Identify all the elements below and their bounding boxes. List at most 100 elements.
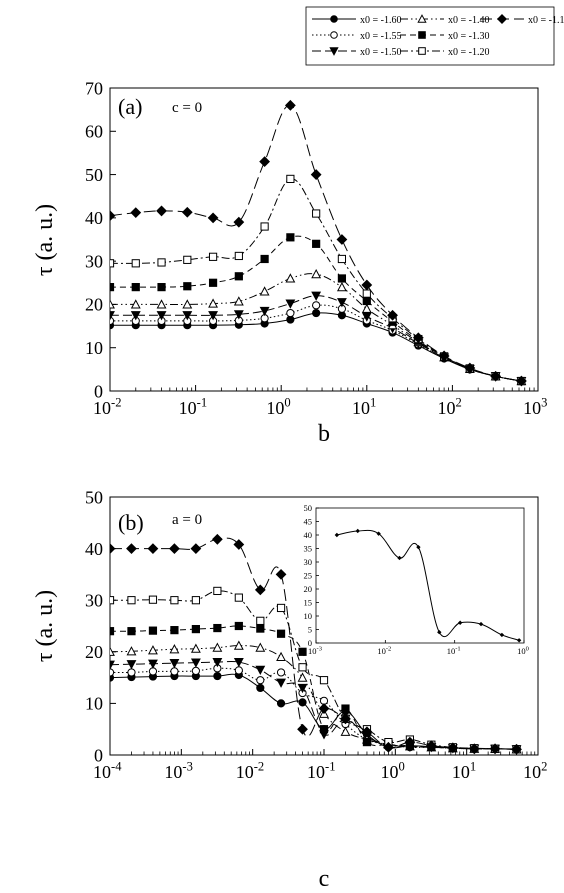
data-point (255, 642, 266, 652)
data-point (259, 286, 270, 296)
legend-label: x0 = -1.10 (528, 15, 564, 26)
data-point (341, 704, 350, 713)
data-point (260, 254, 269, 264)
x-tick-label: 103 (523, 395, 547, 418)
y-tick-label: 20 (85, 295, 103, 315)
panel-a-label: (a) (118, 94, 142, 119)
inset-data-point (437, 630, 442, 635)
panel-b-annotation: a = 0 (172, 512, 202, 528)
data-point (337, 274, 347, 283)
series-line (110, 658, 522, 755)
inset-y-tick-label: 5 (308, 625, 312, 635)
y-tick-label: 60 (85, 122, 103, 142)
data-point (234, 666, 243, 675)
inset-data-point (457, 620, 463, 625)
data-point (170, 667, 179, 676)
data-point (447, 742, 459, 754)
series-curve (110, 304, 522, 382)
legend-label: x0 = -1.60 (360, 15, 401, 26)
x-tick-label: 10-1 (179, 395, 208, 418)
data-point (190, 658, 201, 668)
x-tick-label: 10-4 (93, 759, 122, 782)
data-point (256, 616, 265, 625)
data-point (156, 299, 167, 309)
y-tick-label: 0 (94, 381, 103, 401)
data-point (255, 665, 266, 676)
data-point (126, 660, 137, 670)
data-point (276, 678, 286, 688)
data-point (169, 543, 180, 554)
data-point (110, 660, 115, 670)
data-point (126, 543, 137, 554)
legend-marker (330, 31, 338, 39)
data-point (148, 626, 158, 635)
data-point (254, 584, 266, 596)
series-curve (110, 104, 522, 382)
data-point (169, 659, 180, 669)
data-point (319, 725, 329, 734)
data-point (110, 283, 115, 292)
legend-marker (497, 14, 507, 24)
data-point (191, 596, 200, 605)
data-point (234, 593, 243, 602)
data-point (233, 539, 245, 550)
inset-y-tick-label: 0 (308, 638, 312, 648)
series-curve (110, 537, 517, 750)
inset-data-point (376, 531, 381, 536)
x-tick-label: 102 (523, 759, 547, 782)
data-point (130, 207, 142, 219)
y-tick-label: 0 (94, 745, 103, 765)
inset-data-point (355, 528, 360, 534)
series-line (110, 174, 526, 386)
legend-label: x0 = -1.30 (448, 31, 489, 42)
data-point (286, 233, 295, 242)
legend-entry: x0 = -1.40 (400, 14, 489, 26)
data-point (110, 543, 116, 554)
data-point (190, 643, 201, 653)
data-point (468, 743, 480, 755)
panel-a-xlabel: b (318, 421, 330, 447)
data-point (208, 311, 219, 321)
data-point (298, 698, 307, 707)
data-point (148, 645, 158, 655)
data-point (126, 646, 137, 656)
inset-x-tick-label: 10-3 (308, 646, 322, 657)
data-point (156, 205, 167, 217)
data-point (297, 672, 308, 682)
data-point (127, 668, 136, 677)
inset-chart: 10-3 10-2 10-1 100 0 5 10 15 20 25 30 35 40 45 50 (304, 503, 529, 656)
panel-a-annotation: c = 0 (172, 100, 202, 116)
data-point (110, 668, 115, 677)
data-point (182, 311, 193, 321)
data-point (211, 533, 223, 545)
x-tick-label: 101 (352, 395, 376, 418)
y-tick-label: 10 (85, 338, 103, 358)
data-point (312, 308, 321, 318)
data-point (181, 206, 193, 218)
data-point (233, 216, 245, 228)
inset-x-tick-label: 100 (517, 646, 529, 657)
legend-entry: x0 = -1.20 (400, 47, 489, 58)
data-point (298, 647, 307, 656)
inset-curve (336, 529, 520, 641)
data-point (276, 603, 286, 613)
inset-x-tick-label: 10-1 (447, 646, 461, 657)
data-point (336, 298, 347, 308)
inset-y-tick-label: 20 (304, 584, 313, 594)
data-point (110, 259, 115, 268)
data-point (212, 642, 223, 652)
data-point (511, 743, 522, 755)
data-point (516, 375, 527, 387)
inset-data-point (334, 532, 340, 538)
inset-data-point (416, 544, 421, 550)
inset-data-point (499, 632, 505, 638)
data-point (259, 306, 270, 317)
data-point (383, 741, 394, 753)
data-point (157, 258, 166, 267)
data-point (464, 362, 476, 374)
inset-plot-area (315, 507, 525, 644)
inset-y-tick-label: 50 (304, 503, 313, 513)
x-tick-label: 100 (380, 759, 404, 782)
